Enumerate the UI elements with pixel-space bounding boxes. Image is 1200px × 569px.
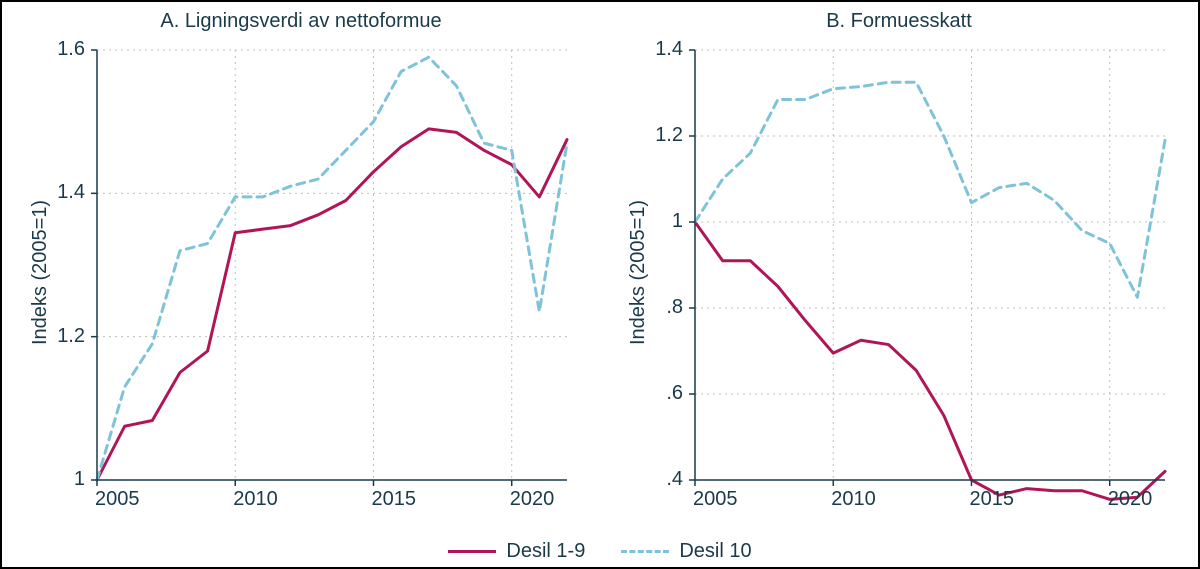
panel-b: B. Formuesskatt Indeks (2005=1) .4.6.811… xyxy=(600,2,1198,527)
legend: Desil 1-9 Desil 10 xyxy=(2,540,1198,563)
panel-b-series-desil_1_9 xyxy=(695,222,1165,499)
panel-a-series-desil_10 xyxy=(97,57,567,480)
panel-b-svg xyxy=(695,50,1165,480)
panels-row: A. Ligningsverdi av nettoformue Indeks (… xyxy=(2,2,1198,527)
panel-a-plot xyxy=(97,50,567,480)
panel-a-title: A. Ligningsverdi av nettoformue xyxy=(2,10,600,33)
panel-a-series-desil_1_9 xyxy=(97,129,567,480)
panel-a-xtick: 2005 xyxy=(95,488,140,511)
panel-b-ytick: 1.2 xyxy=(600,124,683,147)
panel-b-plot xyxy=(695,50,1165,480)
figure-frame: A. Ligningsverdi av nettoformue Indeks (… xyxy=(0,0,1200,569)
legend-swatch-dashed xyxy=(621,550,669,553)
panel-b-series-desil_10 xyxy=(695,82,1165,297)
panel-b-ytick: .4 xyxy=(600,468,683,491)
panel-a-ylabel: Indeks (2005=1) xyxy=(29,200,52,345)
panel-b-ytick: 1 xyxy=(600,210,683,233)
panel-b-ytick: .6 xyxy=(600,382,683,405)
panel-b-xtick: 2015 xyxy=(969,488,1014,511)
panel-a: A. Ligningsverdi av nettoformue Indeks (… xyxy=(2,2,600,527)
panel-b-xtick: 2020 xyxy=(1108,488,1153,511)
panel-a-xtick: 2010 xyxy=(233,488,278,511)
panel-a-ytick: 1.6 xyxy=(2,38,85,61)
panel-a-xtick: 2015 xyxy=(371,488,416,511)
legend-item-desil-1-9: Desil 1-9 xyxy=(448,540,585,563)
panel-b-ytick: 1.4 xyxy=(600,38,683,61)
legend-label-desil-1-9: Desil 1-9 xyxy=(506,540,585,563)
legend-swatch-solid xyxy=(448,550,496,553)
panel-a-ytick: 1 xyxy=(2,468,85,491)
panel-b-xtick: 2005 xyxy=(693,488,738,511)
panel-b-title: B. Formuesskatt xyxy=(600,10,1198,33)
panel-a-ytick: 1.2 xyxy=(2,325,85,348)
panel-b-ytick: .8 xyxy=(600,296,683,319)
legend-label-desil-10: Desil 10 xyxy=(679,540,751,563)
legend-item-desil-10: Desil 10 xyxy=(621,540,751,563)
panel-a-xtick: 2020 xyxy=(510,488,555,511)
panel-a-ytick: 1.4 xyxy=(2,181,85,204)
panel-a-svg xyxy=(97,50,567,480)
panel-b-xtick: 2010 xyxy=(831,488,876,511)
